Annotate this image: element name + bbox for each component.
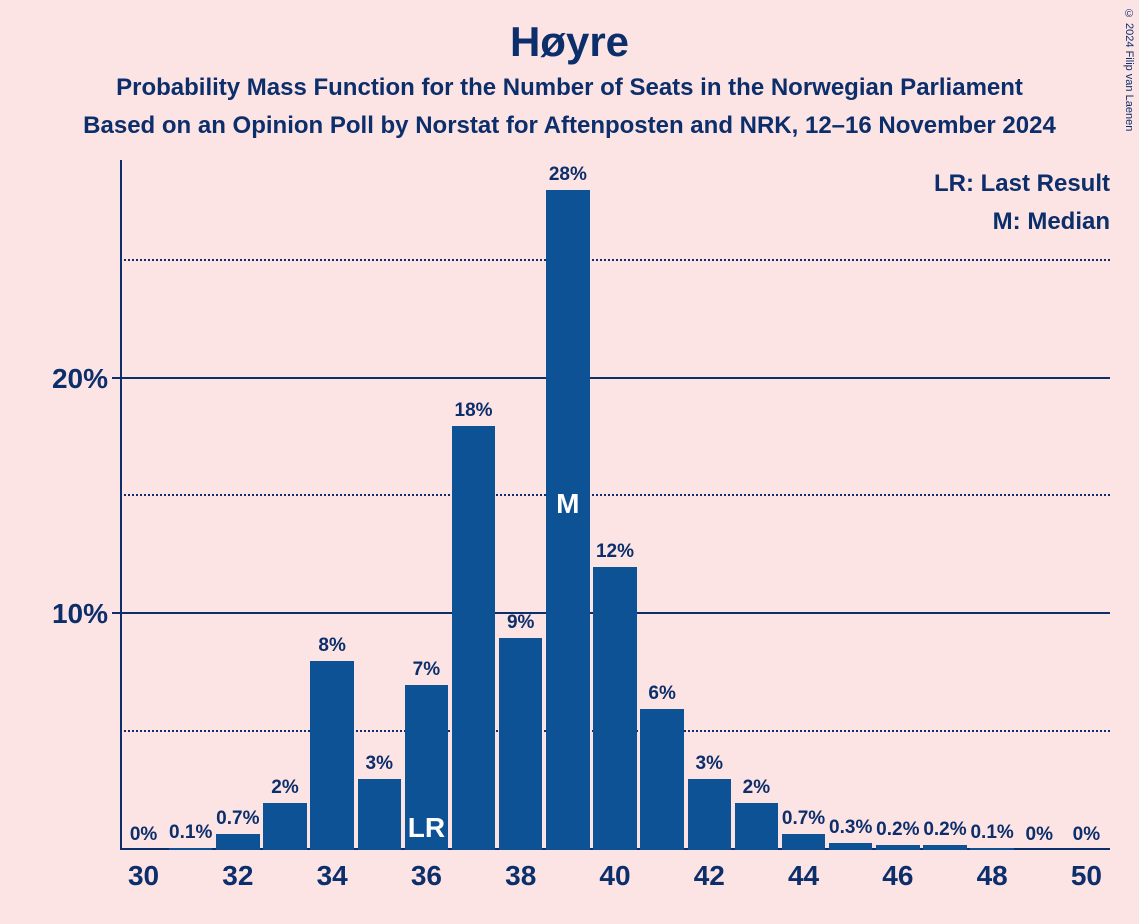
bar-value-label: 0.3% [829, 817, 872, 839]
bar-value-label: 8% [318, 635, 345, 657]
last-result-marker: LR [408, 812, 445, 844]
bar-value-label: 0.1% [169, 822, 212, 844]
pmf-bar-chart: 10%20%30323436384042444648500%0.1%0.7%2%… [120, 190, 1110, 850]
copyright-text: © 2024 Filip van Laenen [1123, 8, 1135, 131]
gridline [120, 377, 1110, 379]
x-axis-label: 48 [977, 860, 1008, 892]
bar: 9% [499, 638, 542, 850]
x-axis-label: 34 [317, 860, 348, 892]
bar: 2% [263, 803, 306, 850]
bar-value-label: 28% [549, 164, 587, 186]
bar: 0.7% [782, 834, 825, 851]
bar: 2% [735, 803, 778, 850]
bar-value-label: 9% [507, 612, 534, 634]
bar: 18% [452, 426, 495, 850]
y-axis-label: 10% [52, 598, 108, 630]
bar-value-label: 2% [271, 777, 298, 799]
bar-value-label: 18% [455, 400, 493, 422]
y-axis-label: 20% [52, 363, 108, 395]
bar: 0.1% [970, 848, 1013, 850]
bar: 12% [593, 567, 636, 850]
median-marker: M [556, 488, 579, 520]
gridline [120, 494, 1110, 496]
bar: 3% [358, 779, 401, 850]
x-axis-label: 42 [694, 860, 725, 892]
bar-value-label: 0.1% [970, 822, 1013, 844]
x-axis-label: 46 [882, 860, 913, 892]
bar-value-label: 0% [1026, 824, 1053, 846]
bar: 8% [310, 661, 353, 850]
bar: 0.7% [216, 834, 259, 851]
bar: 6% [640, 709, 683, 850]
gridline [120, 259, 1110, 261]
bar-value-label: 0.7% [782, 808, 825, 830]
x-axis-label: 36 [411, 860, 442, 892]
bar: 0.2% [923, 845, 966, 850]
bar: 7%LR [405, 685, 448, 850]
bar-value-label: 0% [1073, 824, 1100, 846]
y-tick [112, 612, 120, 614]
x-axis-label: 38 [505, 860, 536, 892]
x-axis-label: 30 [128, 860, 159, 892]
bar: 3% [688, 779, 731, 850]
y-tick [112, 377, 120, 379]
x-axis-label: 44 [788, 860, 819, 892]
bar: 0.3% [829, 843, 872, 850]
x-axis-label: 50 [1071, 860, 1102, 892]
bar: 28%M [546, 190, 589, 850]
y-axis [120, 160, 122, 850]
x-axis-label: 32 [222, 860, 253, 892]
chart-subtitle-1: Probability Mass Function for the Number… [0, 74, 1139, 102]
bar-value-label: 6% [648, 683, 675, 705]
x-axis-label: 40 [599, 860, 630, 892]
chart-title: Høyre [0, 0, 1139, 66]
bar-value-label: 0.7% [216, 808, 259, 830]
bar-value-label: 2% [743, 777, 770, 799]
bar-value-label: 0.2% [876, 819, 919, 841]
bar-value-label: 3% [366, 753, 393, 775]
bar-value-label: 3% [696, 753, 723, 775]
bar-value-label: 0% [130, 824, 157, 846]
bar-value-label: 12% [596, 541, 634, 563]
bar: 0.1% [169, 848, 212, 850]
bar-value-label: 7% [413, 659, 440, 681]
bar: 0.2% [876, 845, 919, 850]
chart-subtitle-2: Based on an Opinion Poll by Norstat for … [0, 112, 1139, 140]
bar-value-label: 0.2% [923, 819, 966, 841]
